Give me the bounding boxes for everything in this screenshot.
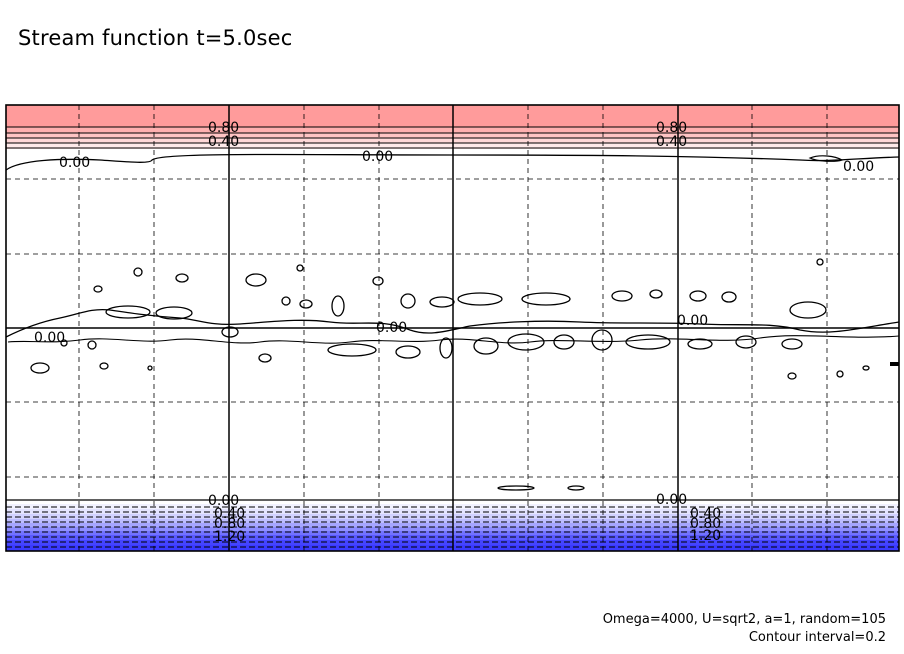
vortex-contour [372, 276, 384, 286]
contour-label: 0.00 [362, 149, 393, 165]
vortex-contour [836, 370, 844, 378]
vortex-contour [497, 485, 535, 491]
contour-line [6, 153, 899, 171]
vortex-contour [816, 258, 824, 266]
vortex-contour [890, 362, 899, 366]
contour-label: 0.80 [690, 516, 721, 532]
vortex-contour [147, 365, 153, 371]
vortex-contour [395, 345, 421, 359]
vortex-contour [567, 485, 585, 491]
vortex-contour [105, 305, 151, 319]
contour-label: 0.00 [843, 159, 874, 175]
contour-label: 0.40 [690, 506, 721, 522]
vortex-contour [331, 295, 345, 317]
contour-line [6, 308, 899, 338]
vortex-contour [400, 293, 416, 309]
vortex-contour [30, 362, 50, 374]
vortex-contour [787, 372, 797, 380]
contour-label: 0.00 [208, 493, 239, 509]
contour-label: 0.80 [208, 120, 239, 136]
vortex-contour [781, 338, 803, 350]
contour-label: 0.40 [214, 506, 245, 522]
contour-label: 0.40 [656, 134, 687, 150]
vortex-contour [327, 343, 377, 357]
vortex-contour [296, 264, 304, 272]
vortex-contour [281, 296, 291, 306]
vortex-contour [611, 290, 633, 302]
vortex-contour [221, 326, 239, 338]
contour-line [7, 335, 899, 344]
vortex-contour [155, 306, 193, 320]
grid-lines [6, 105, 899, 551]
vortex-contour [429, 296, 455, 308]
vortex-contour [687, 338, 713, 350]
vortex-contours [30, 258, 899, 491]
vortex-contour [862, 365, 870, 371]
vortex-contour [258, 353, 272, 363]
contour-line [808, 155, 844, 162]
contour-label: 0.00 [376, 320, 407, 336]
contour-label: 0.40 [208, 134, 239, 150]
vortex-contour [473, 337, 499, 355]
vortex-contour [625, 334, 671, 350]
vortex-contour [245, 273, 267, 287]
vortex-contour [507, 333, 545, 351]
contour-labels: 0.80 0.800.40 0.400.00 0.000.000.000.00 0.00… [34, 120, 874, 545]
contour-label: 0.80 [214, 516, 245, 532]
contour-label: 0.80 [656, 120, 687, 136]
contour-label: 1.20 [690, 528, 721, 544]
vortex-contour [175, 273, 189, 283]
vortex-contour [591, 329, 613, 351]
contour-label: 0.00 [677, 313, 708, 329]
contour-label: 0.00 [34, 330, 65, 346]
vortex-contour [99, 362, 109, 370]
plot-frame [5, 104, 900, 552]
contour-interval-note: Contour interval=0.2 [748, 630, 886, 645]
contour-label: 1.20 [214, 529, 245, 545]
vortex-contour [60, 339, 68, 347]
vortex-contour [789, 301, 827, 319]
chart-title: Stream function t=5.0sec [18, 26, 293, 50]
contour-label: 0.00 [656, 492, 687, 508]
vortex-contour [87, 340, 97, 350]
vortex-contour [735, 335, 757, 349]
contour-lines [6, 126, 899, 548]
vortex-contour [133, 267, 143, 277]
vortex-contour [457, 292, 503, 306]
contour-label: 0.00 [59, 155, 90, 171]
vortex-contour [439, 337, 453, 359]
parameter-note: Omega=4000, U=sqrt2, a=1, random=105 [602, 612, 886, 627]
vortex-contour [721, 291, 737, 303]
vortex-contour [649, 289, 663, 299]
vortex-contour [299, 299, 313, 309]
vortex-contour [93, 285, 103, 293]
vortex-contour [689, 290, 707, 302]
vortex-contour [521, 292, 571, 306]
vortex-contour [553, 334, 575, 350]
